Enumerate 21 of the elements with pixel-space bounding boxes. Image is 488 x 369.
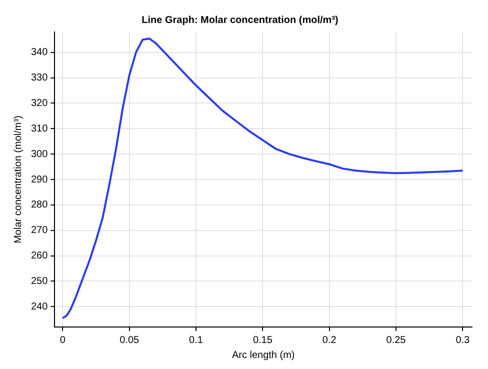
x-tick-label: 0 — [60, 334, 66, 346]
y-tick-label: 260 — [30, 250, 48, 262]
y-tick-label: 300 — [30, 148, 48, 160]
chart-title: Line Graph: Molar concentration (mol/m³) — [142, 14, 338, 26]
y-tick-label: 310 — [30, 123, 48, 134]
y-tick-label: 250 — [30, 276, 48, 287]
x-tick-label: 0.1 — [189, 334, 204, 346]
x-tick-label: 0.3 — [456, 334, 470, 346]
x-tick-label: 0.2 — [322, 334, 337, 346]
y-tick-label: 280 — [30, 200, 48, 211]
y-axis-title: Molar concentration (mol/m³) — [12, 116, 24, 244]
x-axis-title: Arc length (m) — [232, 350, 295, 361]
y-tick-label: 240 — [30, 301, 48, 312]
y-tick-label: 270 — [30, 225, 48, 236]
x-tick-label: 0.25 — [386, 334, 406, 346]
y-tick-label: 340 — [30, 47, 48, 58]
x-tick-label: 0.15 — [252, 334, 273, 346]
y-tick-label: 320 — [30, 98, 48, 109]
y-tick-label: 290 — [30, 174, 48, 186]
x-tick-label: 0.05 — [120, 334, 140, 346]
y-tick-label: 330 — [30, 72, 48, 84]
